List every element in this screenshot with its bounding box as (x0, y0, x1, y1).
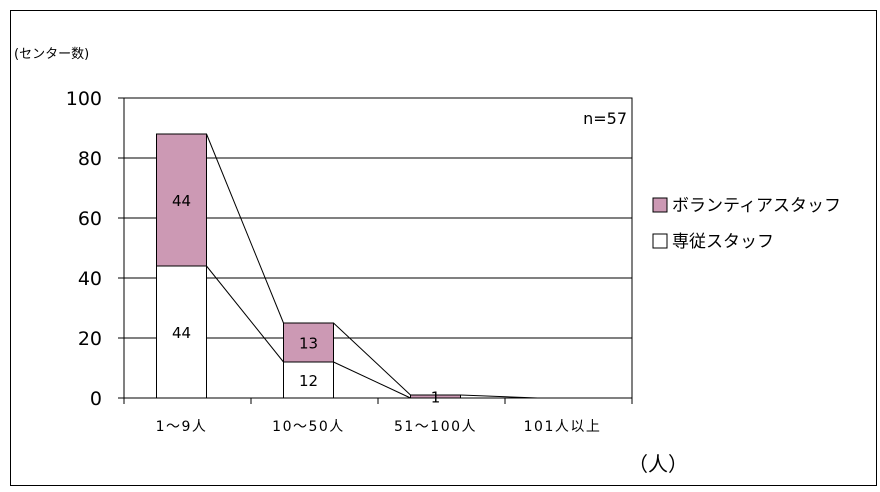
data-label: 44 (172, 324, 191, 342)
legend-swatch-fulltime (652, 233, 668, 249)
bar-segment-volunteer (410, 394, 461, 399)
bar-segment-fulltime (156, 265, 207, 399)
data-label: 13 (299, 335, 318, 353)
series-line (460, 394, 538, 399)
sample-size-annotation: n=57 (583, 109, 627, 128)
legend: ボランティアスタッフ 専従スタッフ (652, 196, 841, 252)
x-tick-label: 101人以上 (524, 419, 602, 435)
bar-segment-fulltime (283, 361, 334, 399)
x-tick-label: 1～9人 (156, 419, 208, 435)
x-tick-label: 10～50人 (272, 419, 345, 435)
x-tick-label: 51～100人 (394, 419, 477, 435)
plot-area (123, 97, 633, 399)
legend-label-volunteer: ボランティアスタッフ (672, 196, 841, 216)
y-tick-label: 20 (78, 328, 102, 350)
bars (156, 133, 461, 399)
data-label: 44 (172, 192, 191, 210)
x-axis-ticks: 1～9人 10～50人 51～100人 101人以上 (123, 398, 633, 435)
series-line (333, 322, 411, 396)
gridlines (124, 157, 632, 339)
data-label: 12 (299, 372, 318, 390)
y-tick-label: 100 (66, 88, 102, 110)
series-line (333, 361, 411, 399)
bar-segment-volunteer (156, 133, 207, 267)
legend-label-fulltime: 専従スタッフ (672, 232, 774, 252)
y-tick-label: 60 (78, 208, 102, 230)
y-tick-label: 80 (78, 148, 102, 170)
x-axis-title: （人） (628, 452, 688, 476)
y-tick-label: 40 (78, 268, 102, 290)
y-axis-ticks: 0 20 40 60 80 100 (66, 88, 125, 410)
y-tick-label: 0 (90, 388, 102, 410)
data-label: 1 (431, 389, 441, 407)
y-axis-title: (センター数) (14, 47, 89, 62)
data-labels: 44 44 12 13 1 (172, 192, 440, 407)
legend-swatch-volunteer (652, 197, 668, 213)
series-line (206, 133, 284, 324)
series-line (206, 265, 284, 363)
series-lines (206, 133, 538, 399)
bar-segment-volunteer (283, 322, 334, 363)
